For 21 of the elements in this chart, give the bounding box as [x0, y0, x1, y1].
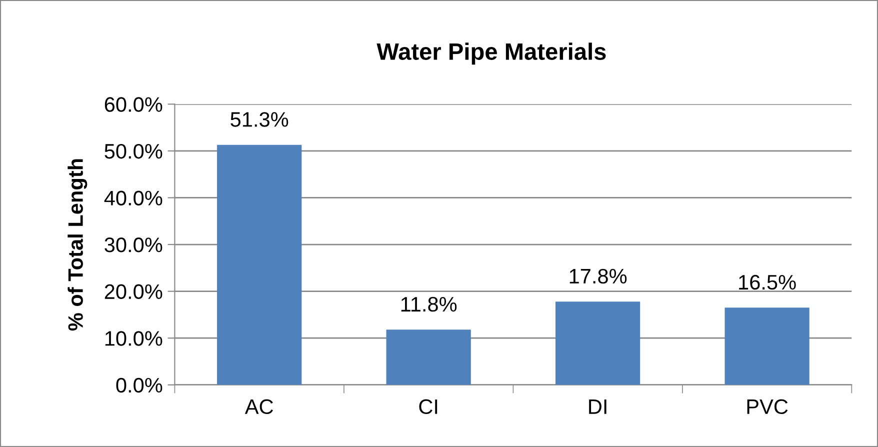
- x-tick-label: DI: [589, 400, 606, 414]
- chart-title: Water Pipe Materials: [376, 42, 606, 65]
- y-tick-label: 10.0%: [105, 331, 162, 346]
- x-tick-label: PVC: [747, 399, 788, 414]
- y-tick-label: 60.0%: [104, 97, 162, 112]
- y-tick-label: 0.0%: [116, 378, 162, 393]
- x-tick-label: AC: [244, 399, 274, 414]
- y-tick-label: 40.0%: [104, 190, 162, 206]
- y-axis-title: % of Total Length: [68, 159, 88, 331]
- data-label: 11.8%: [401, 296, 457, 312]
- y-tick-label: 50.0%: [104, 144, 162, 159]
- y-tick-label: 20.0%: [104, 284, 162, 300]
- y-tick-label: 30.0%: [104, 238, 162, 252]
- bar: [724, 308, 810, 385]
- bar: [386, 330, 471, 385]
- bar: [217, 144, 302, 385]
- data-label: 16.5%: [739, 274, 796, 290]
- data-label: 17.8%: [570, 268, 627, 284]
- data-label: 51.3%: [230, 112, 288, 127]
- x-tick-label: CI: [419, 399, 438, 414]
- bar: [556, 302, 640, 385]
